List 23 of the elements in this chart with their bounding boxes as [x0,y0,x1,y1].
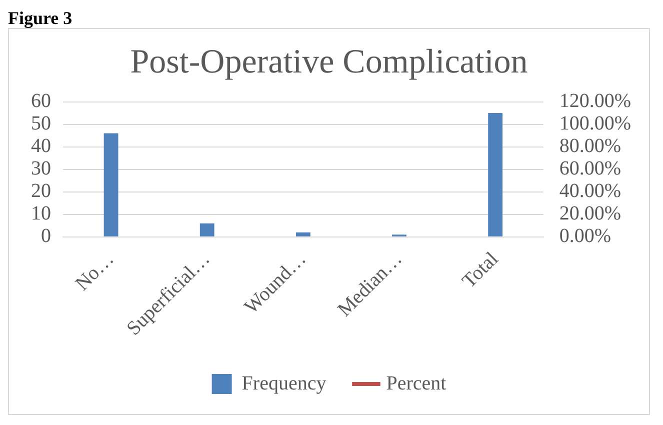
bar [104,133,118,236]
y-tick-label: 30 [31,158,51,180]
bar [296,232,310,236]
y-tick-label: 0 [41,225,51,248]
y-tick-label: 20 [31,180,51,202]
y2-tick-label: 0.00% [559,225,612,248]
legend-label: Percent [386,372,447,394]
y2-tick-label: 40.00% [559,180,622,202]
y2-tick-label: 20.00% [559,202,622,225]
chart-title: Post-Operative Complication [130,43,528,80]
x-tick-label: No… [71,248,118,296]
y2-tick-label: 60.00% [559,158,622,180]
y2-tick-label: 80.00% [559,135,622,158]
y2-tick-label: 120.00% [559,90,632,112]
caption: Figure 3 [8,8,74,28]
y-tick-label: 60 [31,90,51,112]
bar [488,113,503,236]
bar [200,223,214,236]
y2-tick-label: 100.00% [559,112,632,135]
y-tick-label: 10 [31,202,51,225]
y-tick-label: 50 [31,112,51,135]
y-tick-label: 40 [31,135,51,158]
legend-label: Frequency [242,372,326,394]
